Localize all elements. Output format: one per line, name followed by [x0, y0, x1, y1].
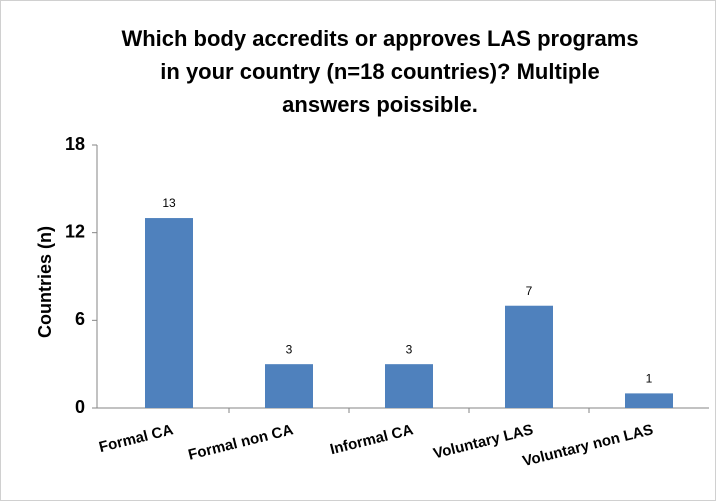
bar [385, 364, 433, 408]
chart-title: answers poissible. [282, 92, 478, 117]
bar [625, 393, 673, 408]
chart-title: Which body accredits or approves LAS pro… [121, 26, 638, 51]
bar [505, 305, 553, 408]
y-tick-label: 18 [65, 134, 85, 154]
data-label: 7 [526, 284, 533, 298]
chart-title: in your country (n=18 countries)? Multip… [160, 59, 599, 84]
bar [265, 364, 313, 408]
y-tick-label: 12 [65, 221, 85, 241]
y-axis-label: Countries (n) [35, 226, 55, 338]
data-label: 3 [406, 342, 413, 356]
data-label: 1 [646, 372, 653, 386]
y-tick-label: 6 [75, 309, 85, 329]
data-label: 3 [286, 342, 293, 356]
y-tick-label: 0 [75, 397, 85, 417]
bar [145, 218, 193, 408]
data-label: 13 [162, 196, 176, 210]
